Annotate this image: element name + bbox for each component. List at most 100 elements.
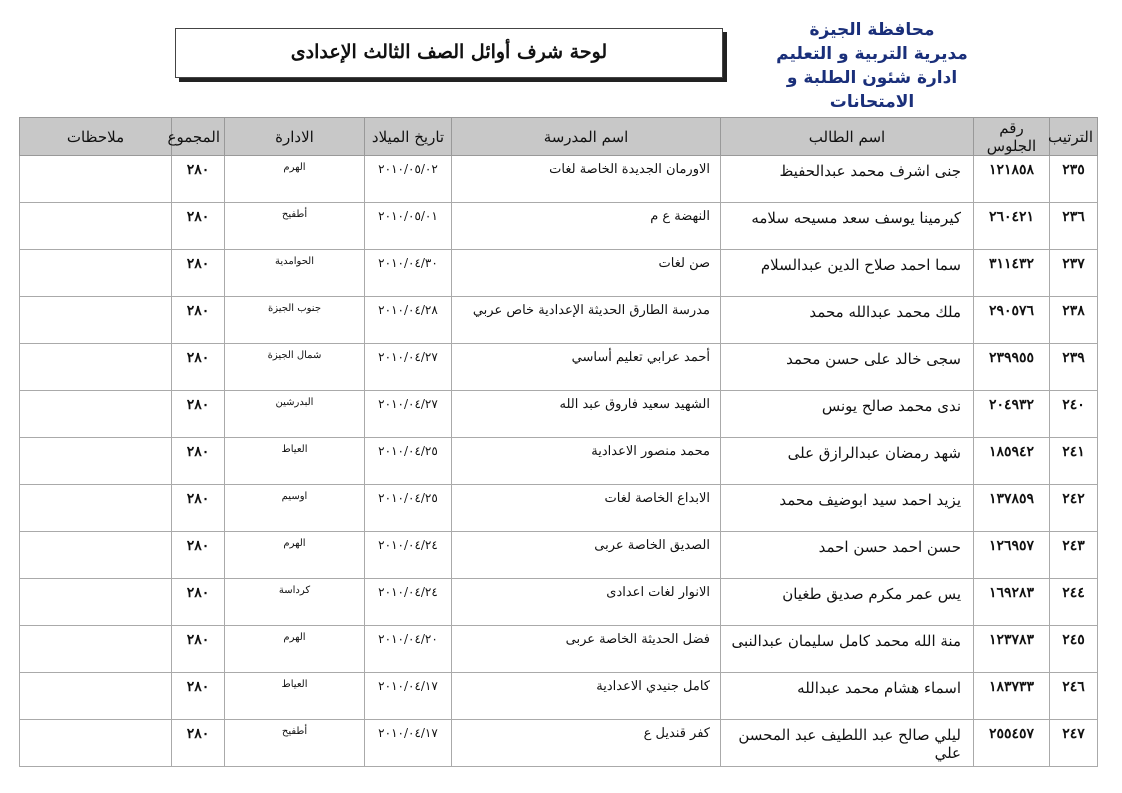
cell-student-name: يزيد احمد سيد ابوضيف محمد <box>720 484 974 532</box>
cell-birth-date: ٢٠١٠/٠٤/٢٧ <box>364 343 452 391</box>
cell-total: ٢٨٠ <box>171 578 225 626</box>
seat-number-text: ١٢٣٧٨٣ <box>988 632 1035 648</box>
cell-student-name: اسماء هشام محمد عبدالله <box>720 672 974 720</box>
table-body: ٢٣٥ ١٢١٨٥٨ جنى اشرف محمد عبدالحفيظ الاورمان… <box>19 155 1098 767</box>
table-row: ٢٣٧ ٣١١٤٣٢ سما احمد صلاح الدين عبدالسلام صن… <box>19 249 1098 297</box>
birth-date-text: ٢٠١٠/٠٥/٠١ <box>378 209 438 223</box>
administration-text: اوسيم <box>281 491 308 502</box>
birth-date-text: ٢٠١٠/٠٤/٢٥ <box>378 491 438 505</box>
cell-birth-date: ٢٠١٠/٠٤/٢٤ <box>364 578 452 626</box>
cell-birth-date: ٢٠١٠/٠٤/٢٧ <box>364 390 452 438</box>
rank-text: ٢٣٥ <box>1062 162 1085 178</box>
cell-total: ٢٨٠ <box>171 249 225 297</box>
cell-rank: ٢٤٤ <box>1049 578 1098 626</box>
cell-rank: ٢٣٦ <box>1049 202 1098 250</box>
cell-total: ٢٨٠ <box>171 296 225 344</box>
cell-student-name: شهد رمضان عبدالرازق على <box>720 437 974 485</box>
cell-administration: اوسيم <box>224 484 365 532</box>
table-header-row: الترتيب رقم الجلوس اسم الطالب اسم المدرسة تا… <box>19 117 1098 156</box>
column-header-notes: ملاحظات <box>19 117 172 156</box>
cell-administration: أطفيح <box>224 202 365 250</box>
birth-date-text: ٢٠١٠/٠٤/٢٨ <box>378 303 438 317</box>
cell-school: الصديق الخاصة عربى <box>451 531 721 579</box>
student-name-text: سجى خالد على حسن محمد <box>786 350 961 368</box>
student-name-text: شهد رمضان عبدالرازق على <box>787 444 961 462</box>
cell-student-name: ندى محمد صالح يونس <box>720 390 974 438</box>
cell-school: الاورمان الجديدة الخاصة لغات <box>451 155 721 203</box>
cell-birth-date: ٢٠١٠/٠٤/٣٠ <box>364 249 452 297</box>
rank-text: ٢٣٧ <box>1062 256 1085 272</box>
cell-administration: العياط <box>224 437 365 485</box>
seat-number-text: ١٨٥٩٤٢ <box>988 444 1035 460</box>
cell-school: كامل جنيدي الاعدادية <box>451 672 721 720</box>
governorate-line: محافظة الجيزة <box>809 20 935 40</box>
birth-date-text: ٢٠١٠/٠٤/١٧ <box>378 679 438 693</box>
birth-date-text: ٢٠١٠/٠٤/٢٠ <box>378 632 438 646</box>
cell-notes <box>19 672 172 720</box>
cell-student-name: يس عمر مكرم صديق طغيان <box>720 578 974 626</box>
rank-text: ٢٤٥ <box>1062 632 1085 648</box>
cell-birth-date: ٢٠١٠/٠٤/٢٥ <box>364 484 452 532</box>
administration-text: الهرم <box>283 632 306 643</box>
table-row: ٢٤٣ ١٢٦٩٥٧ حسن احمد حسن احمد الصديق الخاصة … <box>19 531 1098 579</box>
total-text: ٢٨٠ <box>186 162 210 178</box>
department-line: ادارة شئون الطلبة و الامتحانات <box>786 68 958 112</box>
seat-number-text: ٣١١٤٣٢ <box>988 256 1035 272</box>
cell-birth-date: ٢٠١٠/٠٤/٢٤ <box>364 531 452 579</box>
cell-birth-date: ٢٠١٠/٠٤/٢٥ <box>364 437 452 485</box>
cell-school: النهضة ع م <box>451 202 721 250</box>
cell-rank: ٢٣٧ <box>1049 249 1098 297</box>
birth-date-text: ٢٠١٠/٠٤/٢٤ <box>378 538 438 552</box>
cell-student-name: ملك محمد عبدالله محمد <box>720 296 974 344</box>
student-name-text: ملك محمد عبدالله محمد <box>809 303 961 321</box>
cell-seat-number: ١٢٦٩٥٧ <box>973 531 1050 579</box>
cell-student-name: جنى اشرف محمد عبدالحفيظ <box>720 155 974 203</box>
administration-text: كرداسة <box>278 585 311 596</box>
school-text: فضل الحديثة الخاصة عربى <box>565 632 710 647</box>
cell-total: ٢٨٠ <box>171 484 225 532</box>
cell-notes <box>19 202 172 250</box>
total-text: ٢٨٠ <box>186 444 210 460</box>
cell-administration: كرداسة <box>224 578 365 626</box>
cell-birth-date: ٢٠١٠/٠٤/٢٨ <box>364 296 452 344</box>
school-text: الابداع الخاصة لغات <box>604 491 710 506</box>
cell-notes <box>19 249 172 297</box>
cell-birth-date: ٢٠١٠/٠٥/٠١ <box>364 202 452 250</box>
administration-text: شمال الجيزة <box>267 350 322 361</box>
student-name-text: اسماء هشام محمد عبدالله <box>797 679 961 697</box>
column-header-school: اسم المدرسة <box>451 117 721 156</box>
student-name-text: سما احمد صلاح الدين عبدالسلام <box>760 256 961 274</box>
administration-text: الحوامدية <box>275 256 314 267</box>
cell-administration: الهرم <box>224 625 365 673</box>
cell-notes <box>19 531 172 579</box>
column-header-student-name: اسم الطالب <box>720 117 974 156</box>
cell-rank: ٢٤٥ <box>1049 625 1098 673</box>
seat-number-text: ٢٦٠٤٢١ <box>988 209 1035 225</box>
cell-administration: الهرم <box>224 155 365 203</box>
administration-text: جنوب الجيزة <box>267 303 321 314</box>
school-text: كامل جنيدي الاعدادية <box>596 679 710 694</box>
administration-text: البدرشين <box>275 397 314 408</box>
rank-text: ٢٤٣ <box>1062 538 1085 554</box>
cell-rank: ٢٤٧ <box>1049 719 1098 767</box>
student-name-text: جنى اشرف محمد عبدالحفيظ <box>779 162 961 180</box>
school-text: النهضة ع م <box>650 209 710 224</box>
cell-total: ٢٨٠ <box>171 343 225 391</box>
school-text: أحمد عرابي تعليم أساسي <box>571 350 710 365</box>
cell-notes <box>19 155 172 203</box>
school-text: كفر قنديل ع <box>643 726 710 741</box>
cell-school: الانوار لغات اعدادى <box>451 578 721 626</box>
cell-notes <box>19 437 172 485</box>
cell-school: الابداع الخاصة لغات <box>451 484 721 532</box>
administration-text: الهرم <box>283 162 306 173</box>
cell-rank: ٢٤٣ <box>1049 531 1098 579</box>
student-name-text: ليلي صالح عبد اللطيف عبد المحسن علي <box>738 726 961 762</box>
rank-text: ٢٤٤ <box>1062 585 1085 601</box>
table-row: ٢٤٤ ١٦٩٢٨٣ يس عمر مكرم صديق طغيان الانوار ل… <box>19 578 1098 626</box>
cell-school: الشهيد سعيد فاروق عبد الله <box>451 390 721 438</box>
birth-date-text: ٢٠١٠/٠٤/١٧ <box>378 726 438 740</box>
cell-rank: ٢٣٨ <box>1049 296 1098 344</box>
cell-birth-date: ٢٠١٠/٠٥/٠٢ <box>364 155 452 203</box>
organization-header: محافظة الجيزة مديرية التربية و التعليم ا… <box>742 18 1002 114</box>
cell-seat-number: ١٣٧٨٥٩ <box>973 484 1050 532</box>
